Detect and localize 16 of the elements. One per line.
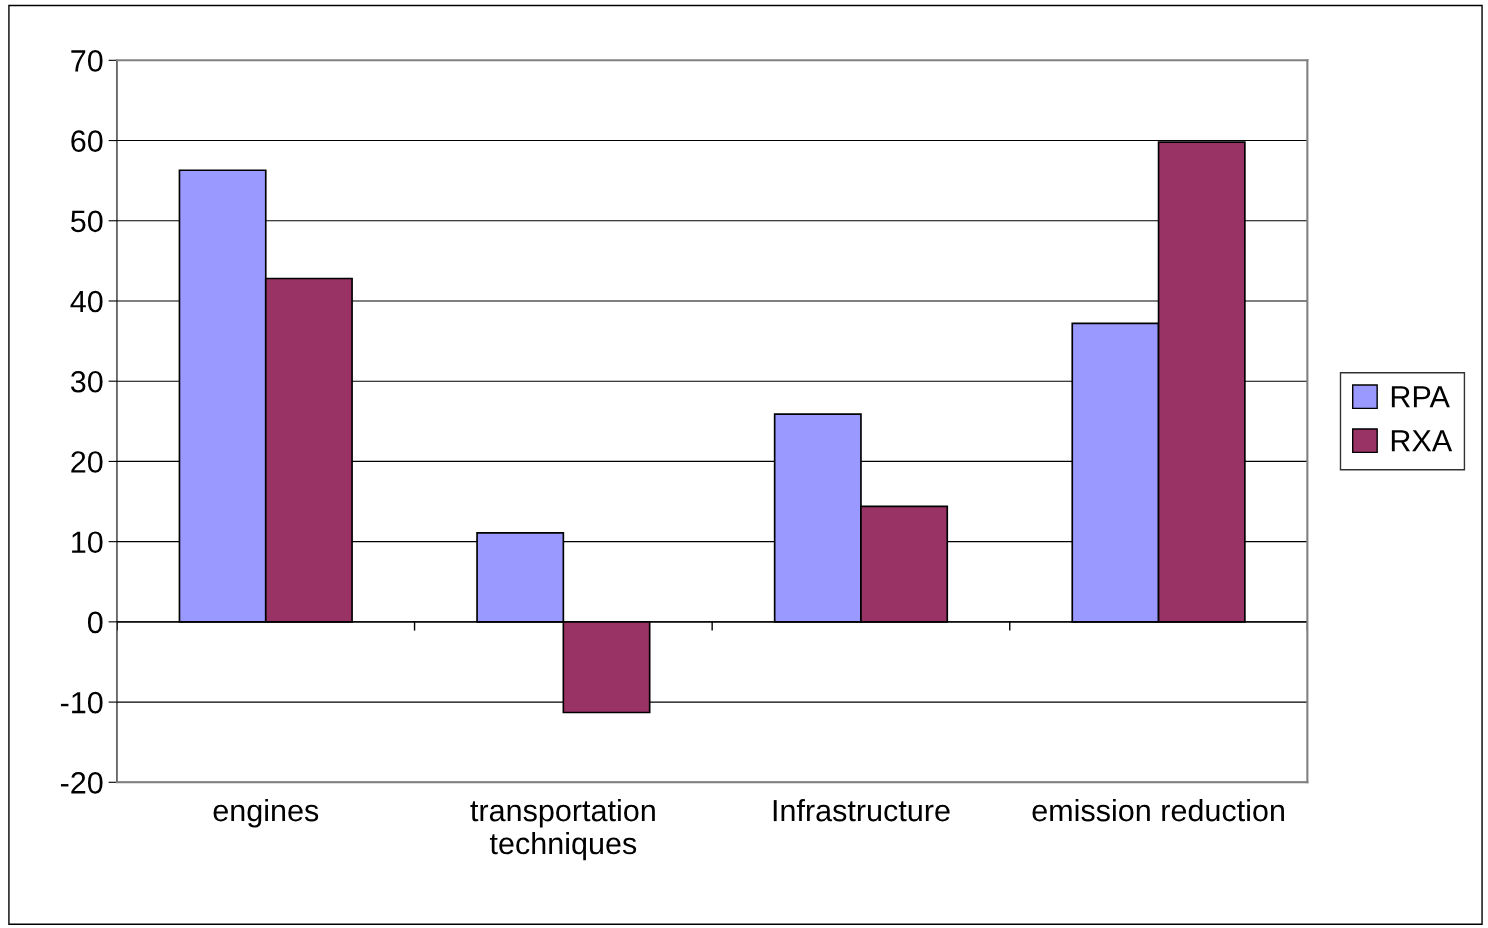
y-tick-label: -20 bbox=[60, 772, 103, 794]
y-tick-label: -10 bbox=[60, 691, 103, 714]
y-tick-label: 0 bbox=[87, 611, 103, 634]
y-tick-label: 30 bbox=[70, 370, 103, 393]
x-tick-label: transportation techniques bbox=[470, 798, 655, 861]
x-tick-label: emission reduction bbox=[1032, 798, 1284, 822]
y-tick-label: 20 bbox=[71, 451, 103, 473]
y-tick-label: 60 bbox=[71, 130, 103, 152]
x-tick-label: engines bbox=[213, 798, 319, 828]
y-tick-label: 10 bbox=[72, 531, 103, 554]
x-tick-label: Infrastructure bbox=[773, 799, 950, 822]
y-tick-label: 50 bbox=[71, 210, 103, 233]
legend-label: RPA bbox=[1391, 386, 1450, 408]
y-tick-label: 70 bbox=[71, 50, 103, 72]
y-tick-label: 40 bbox=[70, 290, 103, 313]
legend-label: RXA bbox=[1391, 430, 1453, 452]
